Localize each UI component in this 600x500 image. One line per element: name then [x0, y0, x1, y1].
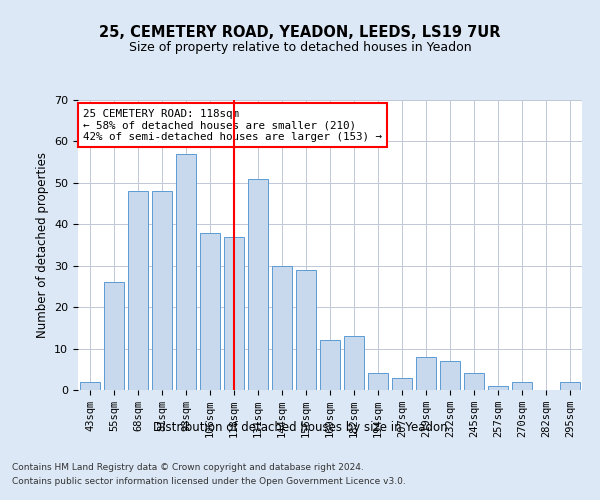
Bar — [248, 178, 268, 390]
Bar — [224, 236, 244, 390]
Bar — [104, 282, 124, 390]
Bar — [488, 386, 508, 390]
Text: Contains public sector information licensed under the Open Government Licence v3: Contains public sector information licen… — [12, 477, 406, 486]
Text: Contains HM Land Registry data © Crown copyright and database right 2024.: Contains HM Land Registry data © Crown c… — [12, 464, 364, 472]
Bar — [368, 374, 388, 390]
Text: 25, CEMETERY ROAD, YEADON, LEEDS, LS19 7UR: 25, CEMETERY ROAD, YEADON, LEEDS, LS19 7… — [99, 25, 501, 40]
Bar — [464, 374, 484, 390]
Bar — [440, 361, 460, 390]
Bar — [80, 382, 100, 390]
Bar — [512, 382, 532, 390]
Y-axis label: Number of detached properties: Number of detached properties — [35, 152, 49, 338]
Bar — [560, 382, 580, 390]
Bar — [200, 232, 220, 390]
Text: Size of property relative to detached houses in Yeadon: Size of property relative to detached ho… — [128, 41, 472, 54]
Bar — [128, 191, 148, 390]
Bar — [152, 191, 172, 390]
Bar — [272, 266, 292, 390]
Text: Distribution of detached houses by size in Yeadon: Distribution of detached houses by size … — [152, 421, 448, 434]
Bar — [176, 154, 196, 390]
Bar — [416, 357, 436, 390]
Bar — [392, 378, 412, 390]
Bar — [320, 340, 340, 390]
Bar — [296, 270, 316, 390]
Text: 25 CEMETERY ROAD: 118sqm
← 58% of detached houses are smaller (210)
42% of semi-: 25 CEMETERY ROAD: 118sqm ← 58% of detach… — [83, 108, 382, 142]
Bar — [344, 336, 364, 390]
